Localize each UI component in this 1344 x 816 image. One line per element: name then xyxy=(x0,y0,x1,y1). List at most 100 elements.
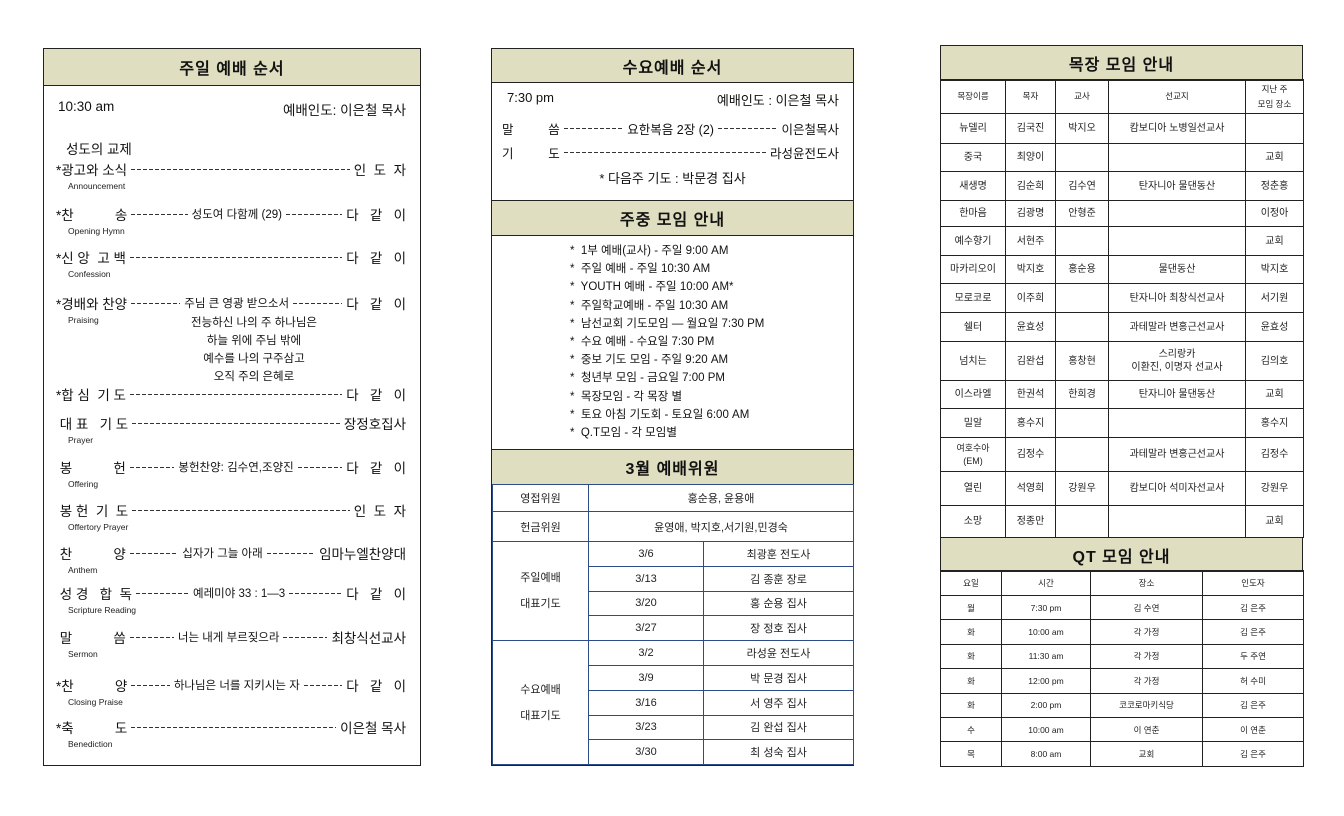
order-person: 다 같 이 xyxy=(346,297,406,312)
mokjang-cell xyxy=(1055,143,1109,172)
prayer-date: 3/23 xyxy=(588,714,704,741)
order-english-label: Benediction xyxy=(68,739,113,749)
order-item: 찬 양 십자가 그늘 아래 임마누엘찬양대 xyxy=(56,543,406,563)
mokjang-cell: 교회 xyxy=(1245,226,1304,256)
committee-row: 영접위원 홍순용, 윤용애 xyxy=(492,484,854,512)
dashed-leader xyxy=(135,592,189,594)
dashed-leader xyxy=(129,393,343,395)
mokjang-cell: 캄보디아 석미자선교사 xyxy=(1108,471,1246,506)
dashed-leader xyxy=(132,509,350,511)
prayer-person: 장 정호 집사 xyxy=(703,615,854,642)
sunday-service-title: 주일 예배 순서 xyxy=(44,49,420,86)
dashed-leader xyxy=(129,256,343,258)
prayer-person: 최 성숙 집사 xyxy=(703,739,854,766)
mokjang-row: 여호수아 (EM) 김정수 과테말라 변홍근선교사 김정수 xyxy=(940,437,1304,472)
mokjang-cell xyxy=(1108,505,1246,538)
qt-cell: 김 수연 xyxy=(1090,594,1203,621)
mokjang-row: 새생명 김순희 김수연 탄자니아 물댄동산 정춘홍 xyxy=(940,171,1304,201)
prayer-person: 서 영주 집사 xyxy=(703,689,854,716)
mokjang-cell: 이주희 xyxy=(1005,283,1056,313)
qt-cell: 화 xyxy=(940,643,1002,670)
order-person: 이은철목사 xyxy=(781,123,839,137)
qt-row: 화 12:00 pm 각 가정 허 수미 xyxy=(940,668,1304,694)
mokjang-cell xyxy=(1055,437,1109,472)
qt-cell: 월 xyxy=(940,594,1002,621)
mokjang-row: 쉘터 윤효성 과테말라 변홍근선교사 윤효성 xyxy=(940,312,1304,342)
order-english-label: Announcement xyxy=(68,181,126,191)
mokjang-cell: 한희경 xyxy=(1055,380,1109,409)
qt-cell: 각 가정 xyxy=(1090,619,1203,645)
order-person: 다 같 이 xyxy=(346,388,406,403)
dashed-leader xyxy=(131,168,350,170)
prayer-person: 최광훈 전도사 xyxy=(703,541,854,567)
mokjang-cell: 김수연 xyxy=(1055,171,1109,201)
cell-group-panel: 목장 모임 안내 목장이름 목자 교사 선교지 지난 주 모임 장소 뉴델리 김국진 박지오 캄… xyxy=(940,45,1304,767)
mokjang-cell: 홍창현 xyxy=(1055,341,1109,381)
order-item: 대 표 기 도 장정호집사 xyxy=(56,413,406,433)
dashed-leader xyxy=(563,128,624,129)
mokjang-cell: 교회 xyxy=(1245,380,1304,409)
order-person: 다 같 이 xyxy=(346,208,407,223)
mokjang-cell: 이정아 xyxy=(1245,200,1304,227)
order-label: 봉 헌 기 도 xyxy=(56,504,129,519)
weekly-meeting-item: * 주일학교예배 - 주일 10:30 AM xyxy=(570,299,729,312)
prayer-date: 3/30 xyxy=(588,739,704,766)
mokjang-cell: 박지호 xyxy=(1245,255,1304,284)
weekly-meeting-item: * Q.T모임 - 각 모임별 xyxy=(570,427,677,439)
mokjang-row: 열린 석영희 강원우 캄보디아 석미자선교사 강원우 xyxy=(940,471,1304,506)
mokjang-cell: 서현주 xyxy=(1005,226,1056,256)
qt-cell: 10:00 am xyxy=(1001,619,1091,645)
mokjang-cell: 석영희 xyxy=(1005,471,1056,506)
prayer-date: 3/6 xyxy=(588,541,704,567)
order-person: 인 도 자 xyxy=(353,163,406,178)
qt-cell: 각 가정 xyxy=(1090,668,1203,694)
weekly-meeting-item: * 목장모임 - 각 목장 별 xyxy=(570,390,683,403)
mokjang-cell: 한마음 xyxy=(940,200,1006,227)
mokjang-cell: 마카리오이 xyxy=(940,255,1006,284)
dashed-leader xyxy=(131,684,170,686)
order-english-label: Sermon xyxy=(68,649,98,659)
wednesday-time: 7:30 pm xyxy=(507,90,554,105)
column-header: 요일 xyxy=(940,570,1002,596)
mokjang-cell: 윤효성 xyxy=(1005,312,1056,342)
prayer-date: 3/9 xyxy=(588,664,704,691)
mokjang-cell xyxy=(1055,408,1109,438)
prayer-row: 3/23 김 완섭 집사 xyxy=(493,714,854,741)
weekly-meeting-item: * 토요 아침 기도회 - 토요일 6:00 AM xyxy=(570,408,750,421)
prayer-date: 3/27 xyxy=(588,615,704,642)
mokjang-cell: 열린 xyxy=(940,471,1006,506)
qt-cell: 화 xyxy=(940,692,1002,718)
mokjang-cell: 이스라엘 xyxy=(940,380,1006,409)
order-person: 다 같 이 xyxy=(346,679,406,694)
order-label: 대 표 기 도 xyxy=(56,417,129,432)
mokjang-row: 넘치는 김완섭 홍창현 스리랑카 이환진, 이명자 선교사 김의호 xyxy=(940,341,1304,381)
order-detail: 하나님은 너를 지키시는 자 xyxy=(173,680,300,692)
order-item: *찬 양 하나님은 너를 지키시는 자 다 같 이 xyxy=(56,675,406,695)
group-label-line: 대표기도 xyxy=(520,598,561,611)
qt-table: 요일 시간 장소 인도자 월 7:30 pm 김 수연 김 은주 화 10:00 am 각 가정 김 … xyxy=(940,570,1304,767)
prayer-person: 김 완섭 집사 xyxy=(703,714,854,741)
order-item: *찬 송 성도여 다함께 (29) 다 같 이 xyxy=(56,204,406,224)
dashed-leader xyxy=(266,552,316,554)
order-english-label: Anthem xyxy=(68,565,98,575)
wednesday-leader: 예배인도 : 이은철 목사 xyxy=(716,93,839,108)
order-english-label: Opening Hymn xyxy=(68,226,125,236)
mokjang-cell xyxy=(1245,113,1304,144)
order-english-label: Offering xyxy=(68,479,99,489)
mokjang-cell: 김완섭 xyxy=(1005,341,1056,381)
dashed-leader xyxy=(303,684,343,686)
qt-cell: 김 은주 xyxy=(1202,619,1304,645)
committee-members: 윤영애, 박지호,서기원,민경숙 xyxy=(588,511,854,542)
mokjang-cell: 정춘홍 xyxy=(1245,171,1304,201)
order-detail: 요한복음 2장 (2) xyxy=(627,123,714,137)
committee-role: 영접위원 xyxy=(492,484,589,512)
qt-cell: 두 주연 xyxy=(1202,643,1304,670)
order-detail: 주님 큰 영광 받으소서 xyxy=(184,298,290,310)
committee-row: 헌금위원 윤영애, 박지호,서기원,민경숙 xyxy=(492,511,854,542)
weekly-meeting-item: * 주일 예배 - 주일 10:30 AM xyxy=(570,263,711,276)
lyric-line: 오직 주의 은혜로 xyxy=(213,371,295,383)
mokjang-cell: 탄자니아 물댄동산 xyxy=(1108,171,1246,201)
qt-row: 화 10:00 am 각 가정 김 은주 xyxy=(940,619,1304,645)
order-label: *합 심 기 도 xyxy=(56,388,126,403)
qt-cell: 2:00 pm xyxy=(1001,692,1091,718)
